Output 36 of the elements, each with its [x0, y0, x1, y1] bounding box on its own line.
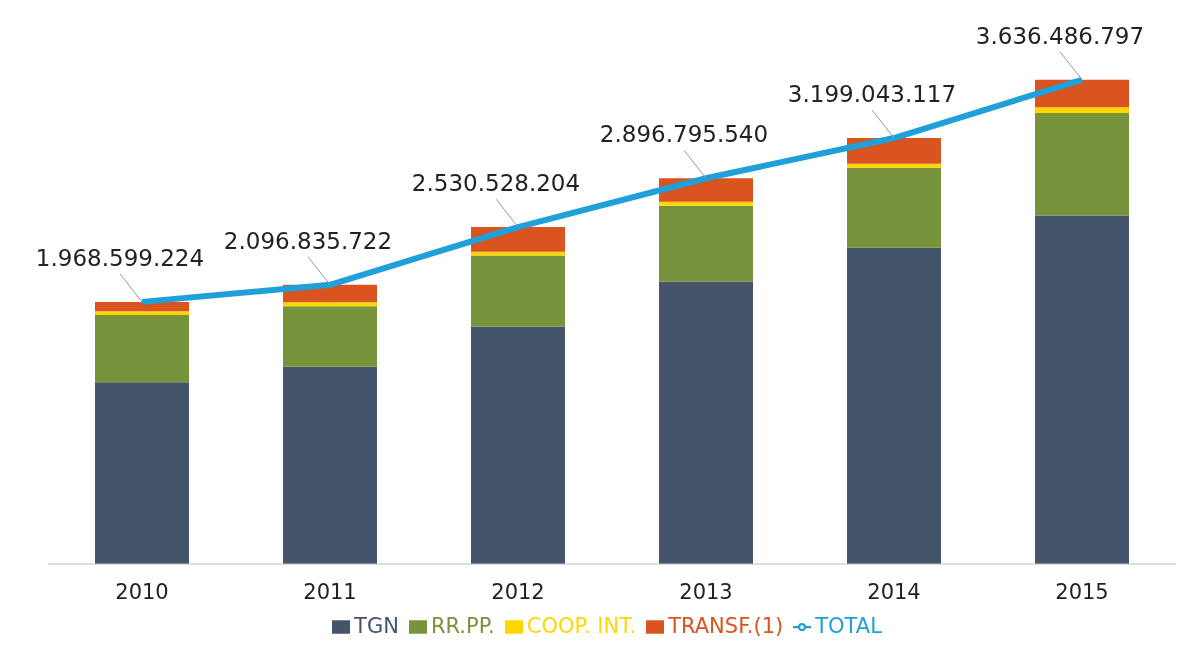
data-label: 2.530.528.204	[411, 170, 581, 197]
bar	[95, 314, 189, 383]
x-tick-label: 2010	[115, 579, 169, 604]
bar	[95, 301, 189, 312]
x-tick-label: 2015	[1055, 579, 1109, 604]
bar	[1035, 215, 1129, 564]
bar	[471, 326, 565, 564]
bar	[283, 306, 377, 367]
x-tick-label: 2013	[679, 579, 733, 604]
legend-label: COOP. INT.	[526, 614, 637, 638]
legend-label: TOTAL	[815, 614, 882, 638]
bar	[659, 281, 753, 564]
bar	[659, 201, 753, 206]
bar	[659, 205, 753, 282]
bar	[847, 163, 941, 168]
data-label: 3.199.043.117	[787, 81, 957, 108]
data-label: 3.636.486.797	[975, 22, 1145, 49]
bar	[847, 167, 941, 248]
x-tick-label: 2011	[303, 579, 357, 604]
x-tick-label: 2014	[867, 579, 921, 604]
x-tick-label: 2012	[491, 579, 545, 604]
bar	[283, 366, 377, 564]
data-label: 2.896.795.540	[599, 121, 769, 148]
bar	[1035, 107, 1129, 113]
legend-label: TGN	[354, 614, 399, 638]
bar	[283, 302, 377, 307]
legend-label: RR.PP.	[430, 614, 495, 638]
bar	[847, 247, 941, 564]
bar	[95, 382, 189, 564]
bar	[95, 311, 189, 315]
bar	[471, 251, 565, 256]
data-label: 2.096.835.722	[223, 227, 393, 254]
bar	[471, 255, 565, 327]
legend-label: TRANSF.(1)	[668, 614, 784, 638]
data-label: 1.968.599.224	[35, 244, 205, 271]
bar	[1035, 112, 1129, 216]
